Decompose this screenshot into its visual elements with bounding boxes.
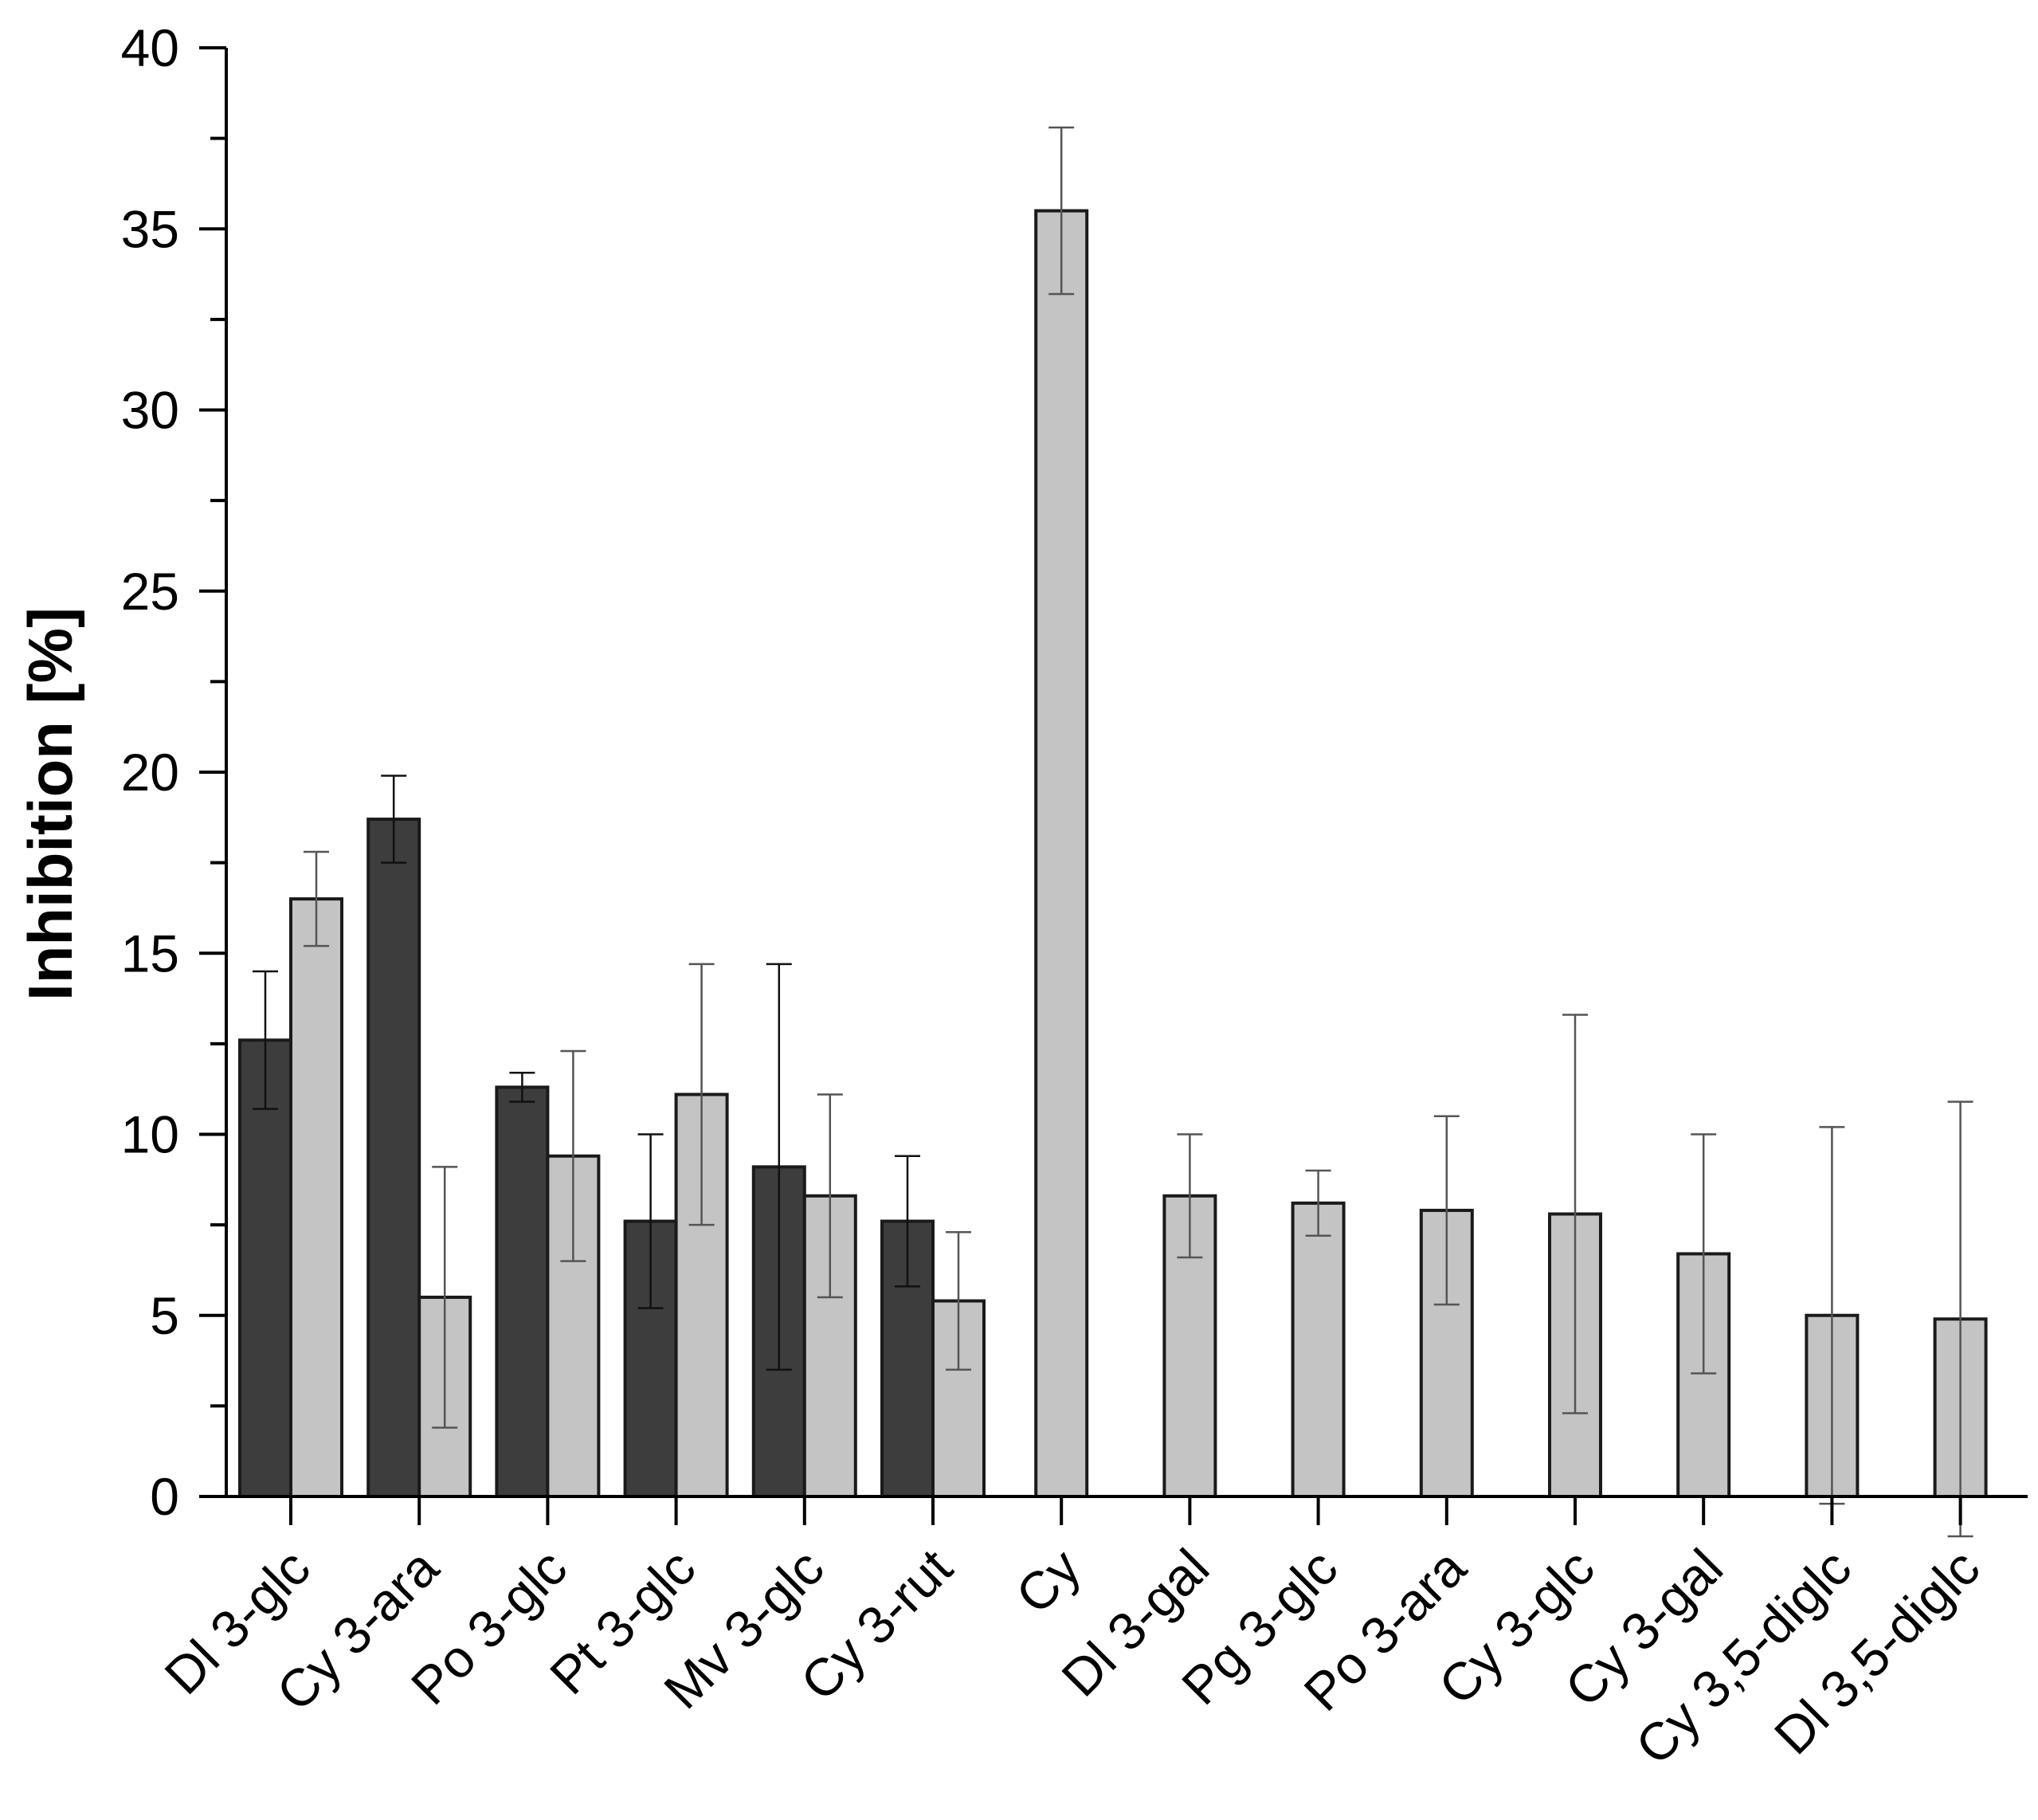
bars-layer xyxy=(238,209,1988,1499)
error-bar xyxy=(509,1071,535,1103)
error-bar xyxy=(1048,126,1075,296)
error-bars-layer xyxy=(253,126,1973,1538)
y-tick-label: 30 xyxy=(121,381,179,440)
y-tick-label: 15 xyxy=(121,924,179,983)
error-bar xyxy=(1691,1133,1717,1375)
y-axis-label: Inhibition [%] xyxy=(15,607,85,1001)
bar-dark-series xyxy=(495,1085,550,1499)
error-bar xyxy=(766,963,792,1371)
y-tick-label: 0 xyxy=(150,1467,179,1526)
error-bar xyxy=(432,1166,458,1429)
error-bar xyxy=(1305,1169,1331,1238)
bar-dark-series xyxy=(366,818,421,1498)
bar-dark-series xyxy=(238,1038,292,1498)
y-tick-label: 10 xyxy=(121,1105,179,1164)
y-tick-label: 40 xyxy=(121,18,179,77)
error-bar xyxy=(1433,1115,1460,1306)
error-bar xyxy=(253,970,278,1110)
error-bar xyxy=(688,963,715,1226)
y-tick-label: 25 xyxy=(121,562,179,621)
error-bar xyxy=(381,775,407,864)
y-ticks: 0 5 10 15 20 25 30 35 40 xyxy=(121,18,226,1526)
y-tick-label: 35 xyxy=(121,199,179,258)
y-tick-label: 5 xyxy=(150,1286,179,1345)
error-bar xyxy=(817,1093,843,1299)
error-bar xyxy=(1562,1014,1588,1414)
y-tick-label: 20 xyxy=(121,743,179,802)
error-bar xyxy=(560,1049,586,1262)
error-bar xyxy=(304,850,329,947)
error-bar xyxy=(1947,1100,1973,1538)
error-bar xyxy=(946,1230,971,1371)
error-bar xyxy=(1177,1133,1203,1259)
error-bar xyxy=(637,1133,664,1309)
bar-light-series xyxy=(1034,209,1089,1498)
x-category-label: Cy xyxy=(1005,1538,1092,1625)
error-bar xyxy=(895,1155,920,1288)
bar-light-series xyxy=(289,897,343,1498)
bar-light-series xyxy=(1291,1201,1346,1498)
